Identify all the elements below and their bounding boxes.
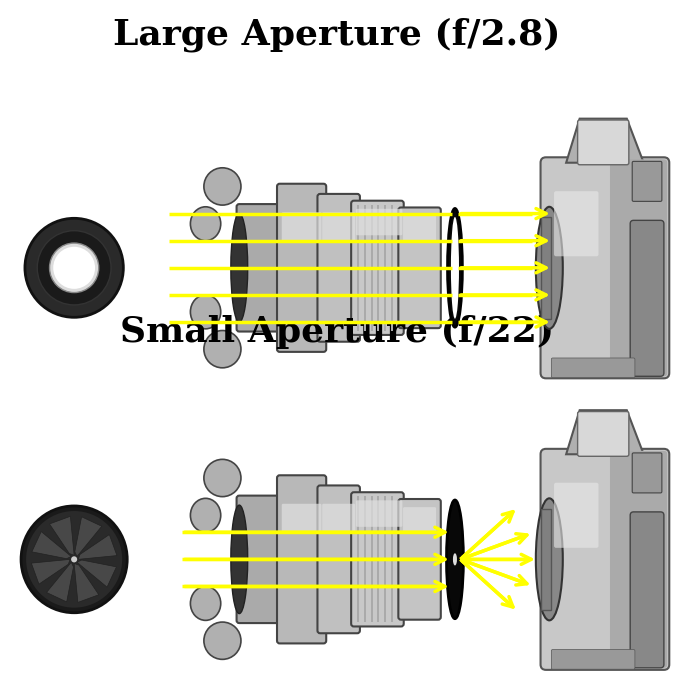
Ellipse shape (71, 556, 77, 563)
Ellipse shape (447, 500, 464, 618)
Ellipse shape (21, 506, 127, 613)
FancyBboxPatch shape (322, 212, 355, 242)
Ellipse shape (204, 622, 241, 659)
Polygon shape (74, 563, 99, 603)
Bar (364, 496, 366, 622)
Bar (377, 496, 379, 622)
Ellipse shape (50, 243, 98, 293)
FancyBboxPatch shape (630, 512, 664, 668)
Ellipse shape (448, 209, 462, 327)
FancyBboxPatch shape (541, 449, 669, 670)
Polygon shape (566, 119, 644, 163)
Ellipse shape (190, 295, 220, 329)
FancyBboxPatch shape (398, 499, 441, 620)
FancyBboxPatch shape (403, 507, 436, 534)
FancyBboxPatch shape (578, 120, 629, 165)
FancyBboxPatch shape (277, 475, 326, 643)
FancyBboxPatch shape (554, 191, 599, 256)
Bar (391, 496, 393, 622)
Polygon shape (78, 534, 117, 559)
Ellipse shape (26, 511, 122, 607)
FancyBboxPatch shape (630, 220, 664, 376)
Polygon shape (32, 532, 71, 559)
FancyBboxPatch shape (322, 504, 355, 534)
Polygon shape (77, 560, 117, 587)
Bar (371, 205, 373, 331)
Ellipse shape (204, 331, 241, 367)
FancyBboxPatch shape (610, 159, 667, 376)
FancyBboxPatch shape (632, 161, 662, 201)
Ellipse shape (231, 505, 248, 614)
Polygon shape (49, 516, 74, 555)
Bar (384, 205, 386, 331)
FancyBboxPatch shape (237, 496, 303, 623)
FancyBboxPatch shape (551, 358, 635, 378)
Polygon shape (566, 410, 644, 454)
Bar (541, 508, 551, 610)
Ellipse shape (190, 586, 220, 620)
Ellipse shape (53, 247, 95, 289)
FancyBboxPatch shape (356, 500, 402, 527)
Bar (357, 205, 359, 331)
Bar (391, 205, 393, 331)
Ellipse shape (451, 217, 459, 319)
Text: Small Aperture (f/22): Small Aperture (f/22) (120, 315, 554, 349)
Ellipse shape (25, 218, 123, 317)
Polygon shape (47, 562, 73, 602)
Text: Large Aperture (f/2.8): Large Aperture (f/2.8) (113, 17, 561, 52)
FancyBboxPatch shape (578, 412, 629, 456)
FancyBboxPatch shape (554, 483, 599, 548)
Ellipse shape (536, 498, 563, 620)
FancyBboxPatch shape (356, 209, 402, 235)
Ellipse shape (37, 231, 111, 305)
Ellipse shape (453, 553, 457, 565)
Bar (364, 205, 366, 331)
FancyBboxPatch shape (403, 216, 436, 242)
Bar (384, 496, 386, 622)
FancyBboxPatch shape (277, 184, 326, 352)
Bar (371, 496, 373, 622)
Ellipse shape (190, 207, 220, 241)
FancyBboxPatch shape (632, 453, 662, 493)
FancyBboxPatch shape (282, 212, 321, 242)
Ellipse shape (204, 460, 241, 496)
Polygon shape (31, 559, 70, 584)
FancyBboxPatch shape (351, 492, 404, 626)
FancyBboxPatch shape (551, 650, 635, 669)
FancyBboxPatch shape (237, 204, 303, 332)
Ellipse shape (204, 168, 241, 205)
Bar (377, 205, 379, 331)
Polygon shape (75, 517, 102, 557)
FancyBboxPatch shape (282, 504, 321, 534)
FancyBboxPatch shape (317, 485, 360, 633)
Bar (357, 496, 359, 622)
Ellipse shape (231, 214, 248, 322)
Ellipse shape (536, 207, 563, 329)
FancyBboxPatch shape (351, 201, 404, 335)
FancyBboxPatch shape (541, 157, 669, 378)
FancyBboxPatch shape (398, 207, 441, 328)
FancyBboxPatch shape (317, 194, 360, 342)
FancyBboxPatch shape (610, 451, 667, 668)
Ellipse shape (190, 498, 220, 532)
Bar (541, 217, 551, 319)
